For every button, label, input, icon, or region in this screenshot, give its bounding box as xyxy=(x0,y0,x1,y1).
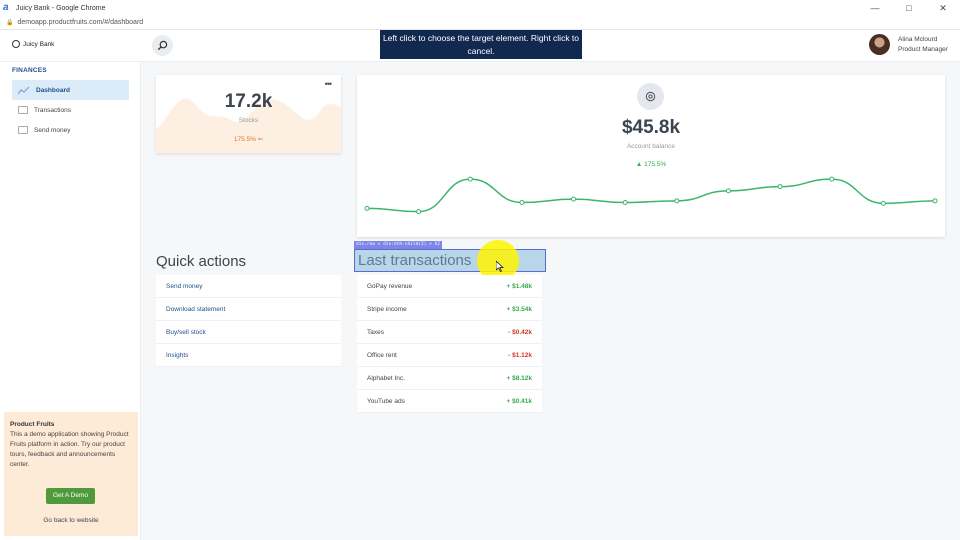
app-icon: a xyxy=(3,2,9,13)
balance-data-point xyxy=(519,200,525,205)
avatar[interactable] xyxy=(869,34,890,55)
more-options-icon[interactable]: ••• xyxy=(324,79,333,89)
balance-data-point xyxy=(571,196,577,202)
close-window-button[interactable]: ✕ xyxy=(939,2,947,13)
balance-series-line xyxy=(366,178,936,213)
tx-amount: + $1.48k xyxy=(506,282,532,290)
balance-value: $45.8k xyxy=(621,117,681,138)
balance-data-point xyxy=(725,188,731,194)
quick-action-buy-sell-stock[interactable]: Buy/sell stock xyxy=(156,321,341,344)
balance-data-point xyxy=(880,200,886,206)
tx-name: Stripe income xyxy=(367,305,407,313)
table-row[interactable]: Taxes - $0.42k xyxy=(357,321,542,344)
sidebar-section-title: FINANCES xyxy=(12,67,47,74)
lock-icon: 🔒 xyxy=(6,20,14,26)
sidebar-item-dashboard[interactable]: Dashboard xyxy=(12,80,129,100)
minimize-button[interactable]: — xyxy=(870,3,880,13)
mouse-cursor-icon xyxy=(496,261,504,272)
table-row[interactable]: GoPay revenue + $1.48k xyxy=(357,275,542,298)
sidebar-item-label: Send money xyxy=(34,126,71,134)
balance-data-point xyxy=(674,198,680,204)
balance-card: $45.8k Account balance ▲ 175.5% xyxy=(357,75,945,237)
envelope-icon xyxy=(18,126,28,134)
brand-name: Juicy Bank xyxy=(23,40,55,48)
tx-amount: - $0.42k xyxy=(508,328,532,336)
promo-box: Product Fruits This a demo application s… xyxy=(4,412,138,536)
selection-mode-banner: Left click to choose the target element.… xyxy=(380,30,582,59)
sidebar-item-send-money[interactable]: Send money xyxy=(12,120,129,140)
quick-action-insights[interactable]: Insights xyxy=(156,344,341,367)
list-icon xyxy=(18,106,28,114)
get-demo-button[interactable]: Get A Demo xyxy=(46,488,95,504)
user-role: Product Manager xyxy=(898,45,948,53)
browser-titlebar: a Juicy Bank - Google Chrome — □ ✕ xyxy=(0,0,960,16)
tx-name: Office rent xyxy=(367,351,397,359)
sidebar-item-label: Dashboard xyxy=(36,86,70,94)
tx-name: Taxes xyxy=(367,328,384,336)
promo-title: Product Fruits xyxy=(10,421,55,428)
balance-data-point xyxy=(622,200,628,205)
main-content: ••• 17.2k Stocks 175.5% ⇐ $45.8k Account… xyxy=(141,62,960,540)
search-icon xyxy=(157,40,168,51)
stocks-value: 17.2k xyxy=(224,91,273,112)
balance-data-point xyxy=(467,176,473,182)
transactions-list: GoPay revenue + $1.48k Stripe income + $3.… xyxy=(357,275,542,413)
balance-data-point xyxy=(777,184,783,190)
quick-action-send-money[interactable]: Send money xyxy=(156,275,341,298)
brand-logo-icon xyxy=(12,40,20,48)
quick-actions-title: Quick actions xyxy=(156,253,247,270)
balance-change: ▲ 175.5% xyxy=(635,161,667,168)
table-row[interactable]: Office rent - $1.12k xyxy=(357,344,542,367)
brand[interactable]: Juicy Bank xyxy=(12,40,54,48)
stocks-change: 175.5% ⇐ xyxy=(233,136,264,143)
balance-label: Account balance xyxy=(626,143,676,150)
user-name: Alina Mclourd xyxy=(898,35,938,43)
settings-button[interactable] xyxy=(637,83,664,110)
chart-line-icon xyxy=(18,86,30,94)
table-row[interactable]: Stripe income + $3.54k xyxy=(357,298,542,321)
balance-change-text: 175.5% xyxy=(644,161,667,168)
tx-amount: + $8.12k xyxy=(506,374,532,382)
url-text[interactable]: demoapp.productfruits.com/#/dashboard xyxy=(17,19,144,26)
balance-data-point xyxy=(364,205,370,211)
address-bar[interactable]: 🔒 demoapp.productfruits.com/#/dashboard xyxy=(0,16,960,30)
balance-data-point xyxy=(932,198,938,204)
tx-amount: - $1.12k xyxy=(508,351,532,359)
stocks-label: Stocks xyxy=(238,117,259,124)
tx-name: Alphabet Inc. xyxy=(367,374,405,382)
table-row[interactable]: YouTube ads + $0.41k xyxy=(357,390,542,413)
stocks-card: ••• 17.2k Stocks 175.5% ⇐ xyxy=(156,75,341,153)
element-selector-tag: div.row > div:nth-child(2) > h2 xyxy=(354,241,442,249)
table-row[interactable]: Alphabet Inc. + $8.12k xyxy=(357,367,542,390)
balance-line-chart xyxy=(364,176,938,215)
maximize-button[interactable]: □ xyxy=(906,3,912,13)
quick-actions-list: Send money Download statement Buy/sell s… xyxy=(156,275,341,367)
balance-data-point xyxy=(416,209,422,215)
promo-text: This a demo application showing Product … xyxy=(10,431,129,468)
sidebar-item-transactions[interactable]: Transactions xyxy=(12,100,129,120)
sidebar-item-label: Transactions xyxy=(34,106,71,114)
tx-amount: + $3.54k xyxy=(506,305,532,313)
app-header: Juicy Bank Left click to choose the targ… xyxy=(0,30,960,62)
tx-name: YouTube ads xyxy=(367,397,405,405)
stocks-sparkline xyxy=(156,98,341,153)
back-to-website-link[interactable]: Go back to website xyxy=(43,517,99,524)
tx-name: GoPay revenue xyxy=(367,282,413,290)
quick-action-download-statement[interactable]: Download statement xyxy=(156,298,341,321)
balance-data-point xyxy=(829,176,835,182)
window-title: Juicy Bank - Google Chrome xyxy=(16,4,106,12)
tx-amount: + $0.41k xyxy=(506,397,532,405)
search-button[interactable] xyxy=(152,35,173,56)
gear-icon xyxy=(645,91,656,102)
sidebar: FINANCES Dashboard Transactions Send mon… xyxy=(0,62,141,540)
user-menu[interactable]: Alina Mclourd Product Manager xyxy=(869,34,948,55)
